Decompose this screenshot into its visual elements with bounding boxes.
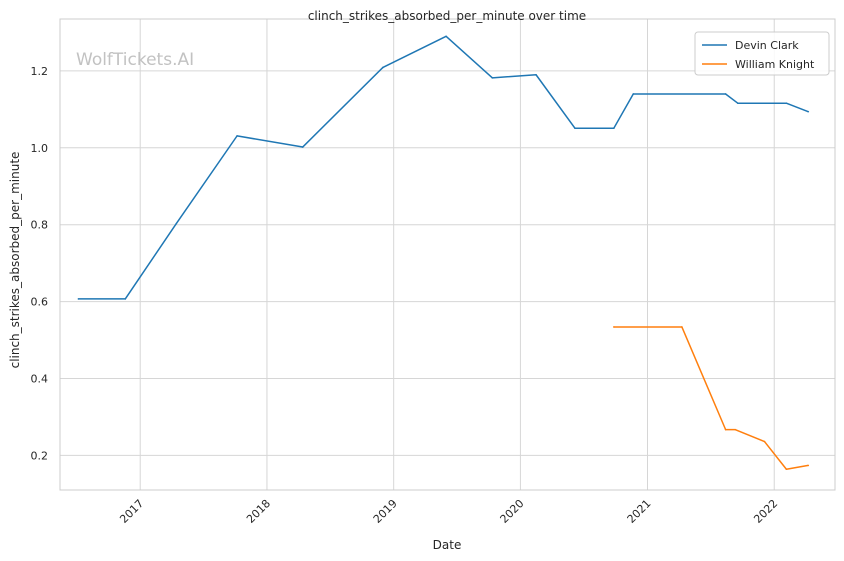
legend-label-william-knight: William Knight xyxy=(735,58,815,71)
data-point-william-knight xyxy=(763,440,766,443)
watermark: WolfTickets.AI xyxy=(76,50,194,70)
data-point-devin-clark xyxy=(785,102,788,104)
data-point-devin-clark xyxy=(613,127,615,129)
series-line-devin-clark xyxy=(78,35,809,300)
y-tick-label: 0.2 xyxy=(31,449,49,462)
y-tick-label: 0.4 xyxy=(31,372,49,385)
series-layer xyxy=(77,35,810,471)
data-point-devin-clark xyxy=(491,77,494,79)
data-point-devin-clark xyxy=(724,93,727,95)
data-point-devin-clark xyxy=(574,127,576,129)
data-point-william-knight xyxy=(681,326,683,328)
y-tick-label: 1.2 xyxy=(31,65,49,78)
data-point-william-knight xyxy=(724,428,727,431)
data-point-william-knight xyxy=(785,468,788,471)
x-axis-label: Date xyxy=(433,538,462,552)
data-point-devin-clark xyxy=(175,222,178,225)
data-point-william-knight xyxy=(734,428,737,431)
plot-frame xyxy=(59,18,836,491)
data-point-devin-clark xyxy=(736,102,739,104)
data-point-devin-clark xyxy=(124,298,127,300)
y-axis-label: clinch_strikes_absorbed_per_minute xyxy=(8,152,22,369)
legend-label-devin-clark: Devin Clark xyxy=(735,39,799,52)
data-point-devin-clark xyxy=(382,66,384,69)
data-point-william-knight xyxy=(807,464,810,467)
y-tick-label: 0.8 xyxy=(31,219,49,232)
grid xyxy=(60,19,835,490)
data-point-devin-clark xyxy=(632,93,635,95)
legend: Devin Clark William Knight xyxy=(694,31,830,76)
data-point-devin-clark xyxy=(301,146,304,148)
legend-box xyxy=(694,31,830,76)
data-point-devin-clark xyxy=(445,35,447,38)
y-tick-label: 0.6 xyxy=(31,296,49,309)
y-axis-ticks: 0.2 0.4 0.6 0.8 1.0 1.2 xyxy=(31,65,49,462)
data-point-devin-clark xyxy=(77,298,80,300)
y-tick-label: 1.0 xyxy=(31,142,49,155)
data-point-devin-clark xyxy=(807,110,810,113)
data-point-devin-clark xyxy=(236,135,238,137)
data-point-william-knight xyxy=(613,326,615,328)
chart-title: clinch_strikes_absorbed_per_minute over … xyxy=(308,9,586,23)
data-point-devin-clark xyxy=(535,73,537,76)
